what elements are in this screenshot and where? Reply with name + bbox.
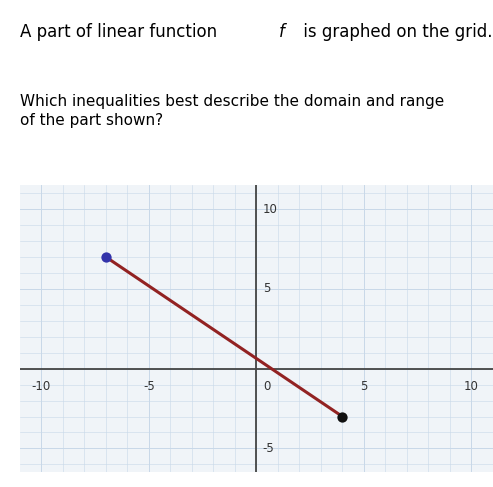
Text: -10: -10 xyxy=(32,380,51,393)
Point xyxy=(102,253,110,261)
Text: 5: 5 xyxy=(360,380,368,393)
Text: -5: -5 xyxy=(263,442,275,455)
Text: 10: 10 xyxy=(464,380,479,393)
Text: f: f xyxy=(279,23,284,41)
Text: -5: -5 xyxy=(143,380,155,393)
Text: Which inequalities best describe the domain and range
of the part shown?: Which inequalities best describe the dom… xyxy=(20,94,444,128)
Text: 0: 0 xyxy=(263,380,270,393)
Text: is graphed on the grid.: is graphed on the grid. xyxy=(298,23,493,41)
Text: 5: 5 xyxy=(263,282,270,295)
Text: A part of linear function: A part of linear function xyxy=(20,23,222,41)
Point xyxy=(339,412,347,420)
Text: 10: 10 xyxy=(263,203,278,216)
